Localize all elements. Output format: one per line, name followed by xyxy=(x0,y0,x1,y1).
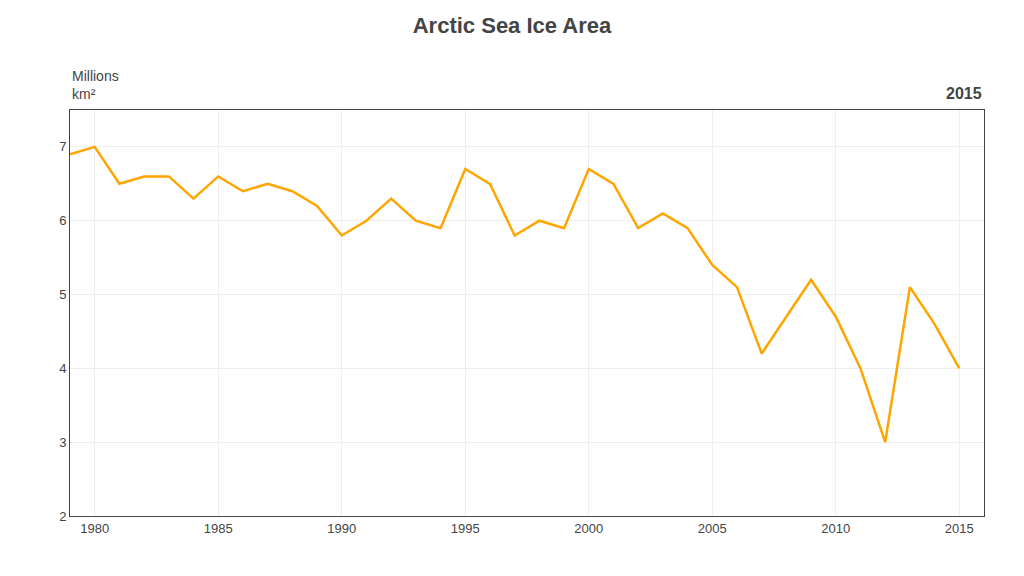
svg-text:1980: 1980 xyxy=(80,521,109,536)
svg-text:1995: 1995 xyxy=(451,521,480,536)
svg-text:6: 6 xyxy=(59,213,66,228)
svg-text:2015: 2015 xyxy=(945,521,974,536)
svg-text:4: 4 xyxy=(59,361,66,376)
svg-text:2005: 2005 xyxy=(698,521,727,536)
svg-text:Millionskm²: Millionskm² xyxy=(72,68,119,102)
svg-text:Arctic Sea Ice Area: Arctic Sea Ice Area xyxy=(413,13,612,38)
svg-text:7: 7 xyxy=(59,139,66,154)
svg-text:2: 2 xyxy=(59,509,66,524)
svg-text:2015: 2015 xyxy=(946,85,982,102)
svg-text:2010: 2010 xyxy=(821,521,850,536)
svg-text:1990: 1990 xyxy=(327,521,356,536)
svg-text:3: 3 xyxy=(59,435,66,450)
svg-text:5: 5 xyxy=(59,287,66,302)
svg-text:2000: 2000 xyxy=(574,521,603,536)
svg-text:1985: 1985 xyxy=(204,521,233,536)
